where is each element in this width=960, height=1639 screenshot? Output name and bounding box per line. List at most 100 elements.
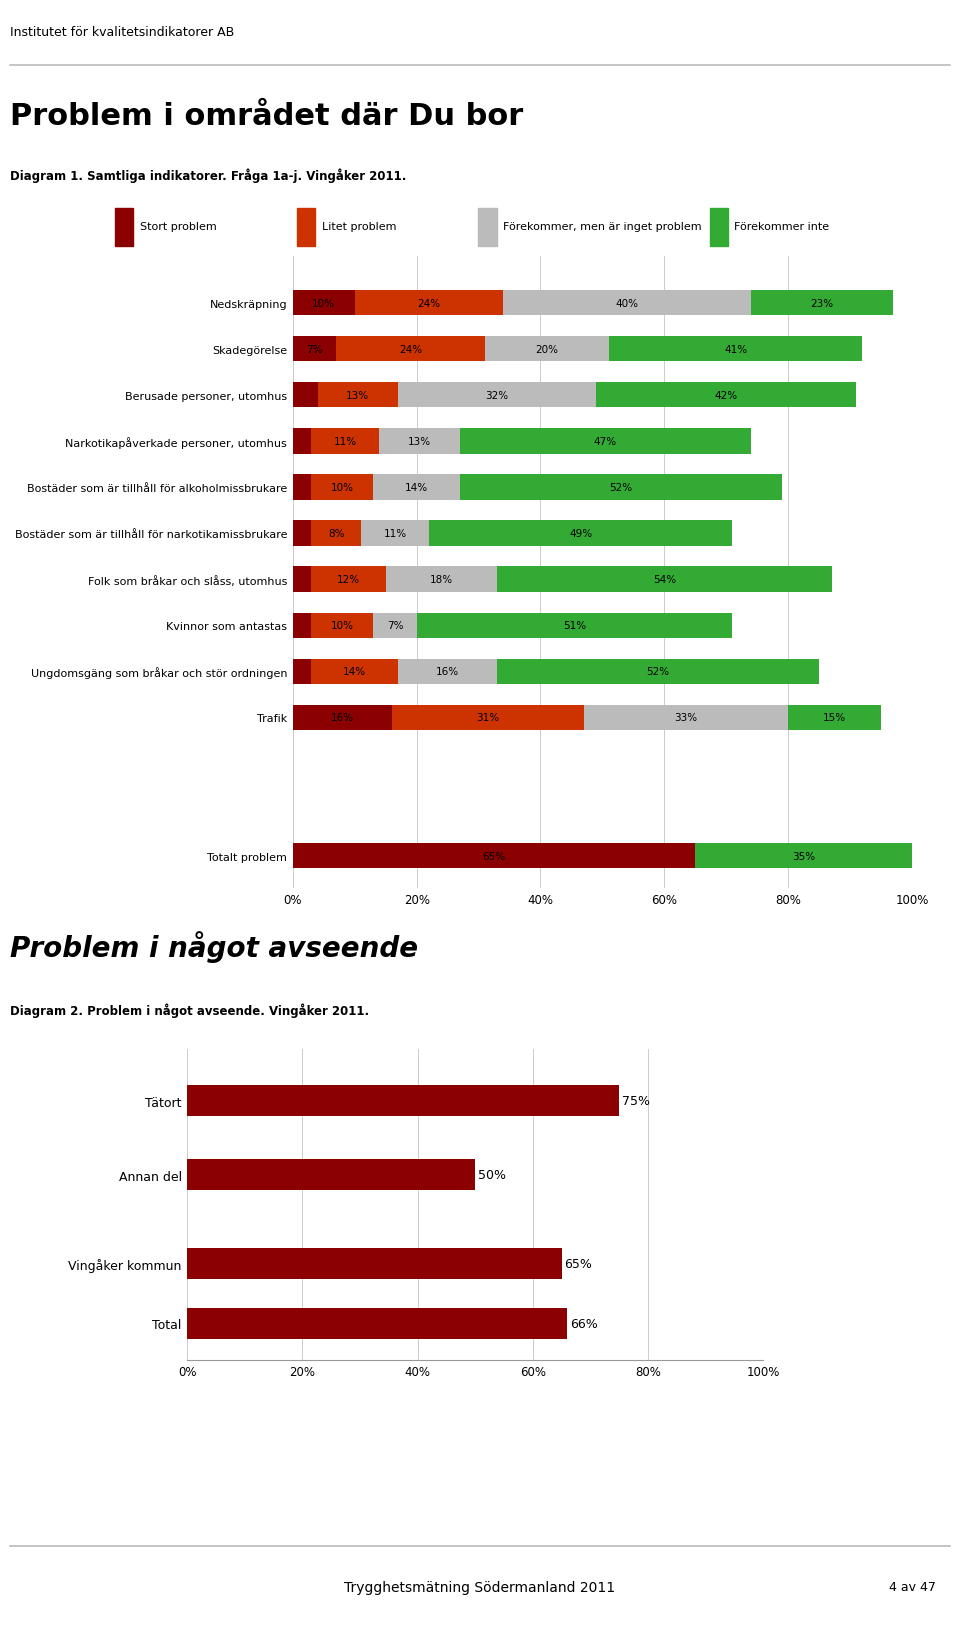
- Text: 12%: 12%: [337, 575, 360, 585]
- Text: Diagram 2. Problem i något avseende. Vingåker 2011.: Diagram 2. Problem i något avseende. Vin…: [10, 1003, 369, 1016]
- Text: 49%: 49%: [569, 529, 592, 539]
- Text: Diagram 1. Samtliga indikatorer. Fråga 1a-j. Vingåker 2011.: Diagram 1. Samtliga indikatorer. Fråga 1…: [10, 169, 406, 182]
- Bar: [379, 429, 460, 454]
- Bar: [187, 1308, 567, 1339]
- Text: 7%: 7%: [387, 621, 403, 631]
- Bar: [429, 521, 732, 546]
- Bar: [460, 429, 751, 454]
- Bar: [417, 613, 732, 639]
- Text: 15%: 15%: [823, 713, 846, 723]
- Text: 52%: 52%: [610, 482, 633, 493]
- Text: 7%: 7%: [306, 344, 323, 354]
- Text: 54%: 54%: [653, 575, 676, 585]
- Text: Problem i området där Du bor: Problem i området där Du bor: [10, 102, 523, 131]
- Bar: [293, 521, 311, 546]
- Bar: [336, 336, 485, 362]
- Text: 65%: 65%: [564, 1257, 592, 1270]
- Bar: [311, 475, 373, 500]
- Bar: [695, 844, 912, 869]
- Bar: [297, 208, 315, 247]
- Bar: [398, 384, 596, 408]
- Text: 40%: 40%: [615, 298, 638, 308]
- Bar: [293, 336, 336, 362]
- Bar: [497, 659, 819, 685]
- Text: 11%: 11%: [383, 529, 406, 539]
- Bar: [503, 290, 751, 316]
- Text: 10%: 10%: [331, 621, 354, 631]
- Bar: [311, 659, 398, 685]
- Bar: [187, 1249, 562, 1280]
- Text: Litet problem: Litet problem: [322, 221, 396, 233]
- Bar: [311, 521, 361, 546]
- Bar: [497, 567, 831, 592]
- Text: 35%: 35%: [792, 851, 815, 860]
- Text: 14%: 14%: [405, 482, 428, 493]
- Text: 41%: 41%: [724, 344, 747, 354]
- Text: 75%: 75%: [622, 1095, 650, 1108]
- Text: 24%: 24%: [399, 344, 422, 354]
- Bar: [788, 705, 881, 731]
- Text: 52%: 52%: [647, 667, 670, 677]
- Text: 4 av 47: 4 av 47: [889, 1580, 936, 1593]
- Text: 13%: 13%: [347, 390, 370, 400]
- Text: 51%: 51%: [563, 621, 587, 631]
- Bar: [293, 613, 311, 639]
- Bar: [311, 613, 373, 639]
- Bar: [478, 208, 496, 247]
- Text: 16%: 16%: [436, 667, 459, 677]
- Bar: [187, 1085, 619, 1116]
- Bar: [361, 521, 429, 546]
- Text: 18%: 18%: [430, 575, 453, 585]
- Bar: [311, 429, 379, 454]
- Text: 16%: 16%: [331, 713, 354, 723]
- Bar: [398, 659, 497, 685]
- Bar: [293, 844, 695, 869]
- Bar: [293, 567, 311, 592]
- Text: 32%: 32%: [486, 390, 509, 400]
- Bar: [293, 384, 318, 408]
- Bar: [485, 336, 609, 362]
- Text: 65%: 65%: [483, 851, 506, 860]
- Bar: [460, 475, 782, 500]
- Text: 20%: 20%: [535, 344, 558, 354]
- Bar: [293, 429, 311, 454]
- Text: 8%: 8%: [328, 529, 345, 539]
- Text: Stort problem: Stort problem: [140, 221, 217, 233]
- Bar: [311, 567, 386, 592]
- Bar: [386, 567, 497, 592]
- Text: 50%: 50%: [478, 1169, 506, 1182]
- Text: 14%: 14%: [343, 667, 367, 677]
- Text: 23%: 23%: [810, 298, 834, 308]
- Text: 42%: 42%: [714, 390, 738, 400]
- Text: 10%: 10%: [312, 298, 335, 308]
- Bar: [355, 290, 503, 316]
- Bar: [609, 336, 862, 362]
- Bar: [187, 1159, 475, 1190]
- Bar: [318, 384, 398, 408]
- Bar: [293, 475, 311, 500]
- Text: 66%: 66%: [570, 1316, 598, 1329]
- Text: 31%: 31%: [476, 713, 499, 723]
- Bar: [115, 208, 133, 247]
- Text: Institutet för kvalitetsindikatorer AB: Institutet för kvalitetsindikatorer AB: [10, 26, 234, 39]
- Bar: [709, 208, 728, 247]
- Bar: [293, 290, 355, 316]
- Bar: [596, 384, 856, 408]
- Bar: [373, 475, 460, 500]
- Bar: [373, 613, 417, 639]
- Text: Förekommer inte: Förekommer inte: [734, 221, 829, 233]
- Text: 47%: 47%: [594, 436, 617, 446]
- Text: 33%: 33%: [675, 713, 698, 723]
- Text: 24%: 24%: [418, 298, 441, 308]
- Bar: [293, 705, 392, 731]
- Text: 10%: 10%: [331, 482, 354, 493]
- Text: Trygghetsmätning Södermanland 2011: Trygghetsmätning Södermanland 2011: [345, 1580, 615, 1593]
- Text: 11%: 11%: [334, 436, 357, 446]
- Bar: [293, 659, 311, 685]
- Bar: [392, 705, 584, 731]
- Text: 13%: 13%: [408, 436, 431, 446]
- Bar: [584, 705, 788, 731]
- Text: Förekommer, men är inget problem: Förekommer, men är inget problem: [503, 221, 702, 233]
- Text: Problem i något avseende: Problem i något avseende: [10, 931, 418, 962]
- Bar: [751, 290, 894, 316]
